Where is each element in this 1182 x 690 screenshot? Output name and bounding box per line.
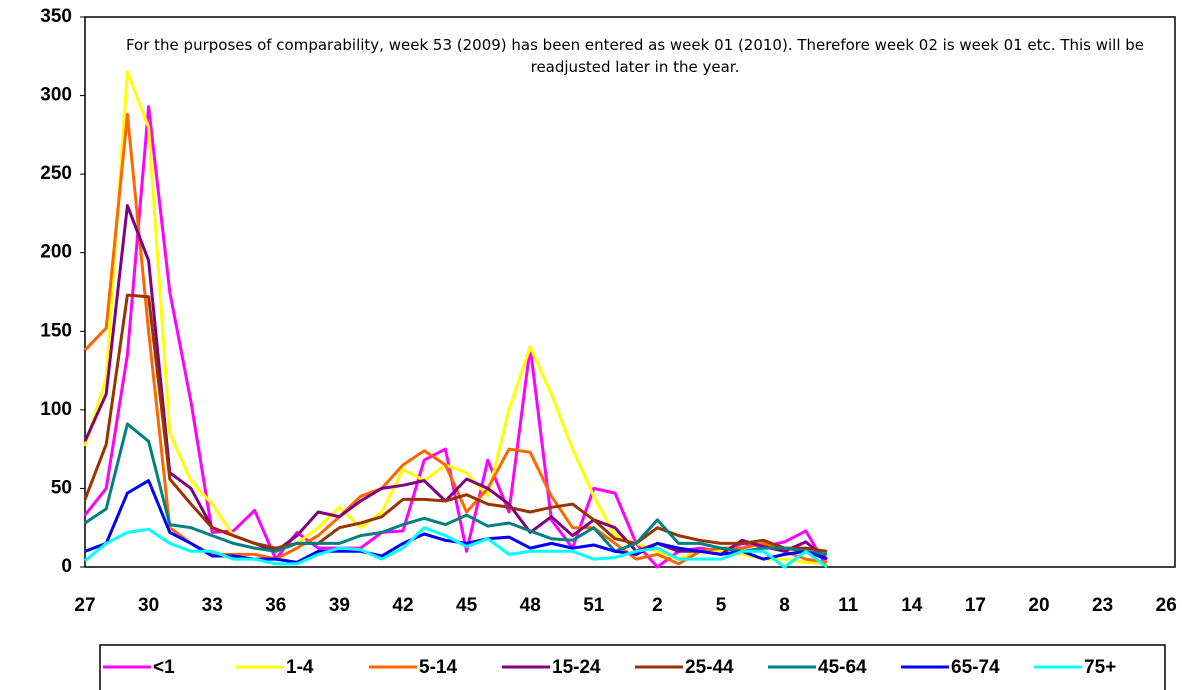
- x-tick-label: 33: [202, 595, 223, 616]
- y-tick-label: 250: [40, 163, 72, 184]
- x-tick-label: 26: [1156, 595, 1177, 616]
- y-tick-label: 0: [61, 556, 72, 577]
- legend-label: 1-4: [286, 657, 314, 678]
- legend-label: 75+: [1084, 657, 1116, 678]
- legend-label: 25-44: [685, 657, 734, 678]
- series-line: [84, 526, 828, 569]
- series-line: [83, 105, 829, 569]
- x-tick-label: 42: [392, 595, 413, 616]
- x-tick-label: 23: [1092, 595, 1113, 616]
- annotation: For the purposes of comparability, week …: [125, 36, 1145, 76]
- x-tick-label: 2: [652, 595, 663, 616]
- legend-label: 5-14: [419, 657, 457, 678]
- x-tick-label: 8: [779, 595, 790, 616]
- y-tick-label: 200: [40, 242, 72, 263]
- x-tick-label: 11: [838, 595, 859, 616]
- y-tick-label: 350: [40, 6, 72, 27]
- legend-label: 15-24: [552, 657, 601, 678]
- x-tick-label: 5: [716, 595, 727, 616]
- y-tick-label: 150: [40, 320, 72, 341]
- y-tick-label: 100: [40, 399, 72, 420]
- x-tick-label: 48: [520, 595, 541, 616]
- x-tick-label: 30: [138, 595, 159, 616]
- series-line: [83, 293, 828, 553]
- legend-label: 65-74: [951, 657, 1000, 678]
- legend-label: <1: [153, 657, 175, 678]
- x-tick-label: 20: [1028, 595, 1049, 616]
- x-tick-label: 27: [74, 595, 95, 616]
- x-tick-label: 36: [265, 595, 286, 616]
- x-tick-label: 17: [965, 595, 986, 616]
- x-tick-label: 14: [901, 595, 923, 616]
- plot-frame: [84, 16, 1176, 568]
- x-tick-label: 45: [456, 595, 478, 616]
- y-tick-label: 300: [40, 85, 72, 106]
- x-tick-label: 39: [329, 595, 350, 616]
- x-tick-label: 51: [583, 595, 605, 616]
- y-tick-label: 50: [51, 477, 72, 498]
- legend-label: 45-64: [818, 657, 867, 678]
- series-line: [84, 422, 828, 556]
